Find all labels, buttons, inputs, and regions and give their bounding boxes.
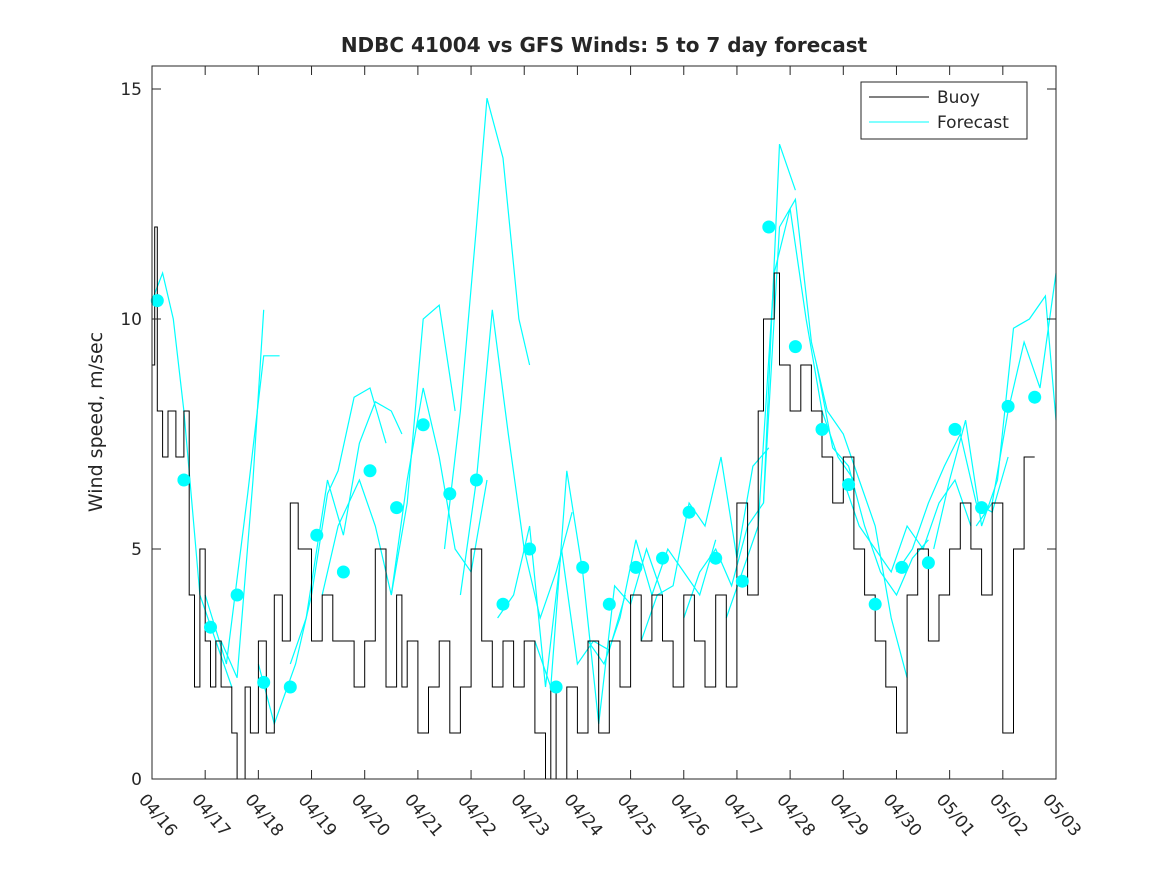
forecast-marker <box>762 220 776 234</box>
forecast-line <box>933 294 1057 550</box>
y-tick-label: 0 <box>131 770 142 790</box>
forecast-line <box>220 309 265 679</box>
forecast-marker <box>150 294 164 308</box>
forecast-marker <box>177 473 191 487</box>
plot-frame <box>151 65 1057 780</box>
y-tick-label: 5 <box>131 540 142 560</box>
y-axis-ticks: 0 5 10 15 <box>120 80 1056 790</box>
forecast-marker <box>230 588 244 602</box>
forecast-line <box>762 197 908 678</box>
forecast-marker <box>390 501 404 515</box>
forecast-marker <box>629 560 643 574</box>
forecast-marker <box>283 680 297 694</box>
forecast-marker <box>416 418 430 432</box>
forecast-marker <box>815 422 829 436</box>
forecast-marker <box>523 542 537 556</box>
forecast-marker <box>895 560 909 574</box>
forecast-marker <box>735 574 749 588</box>
forecast-marker <box>948 422 962 436</box>
forecast-marker <box>682 505 696 519</box>
y-tick-label: 10 <box>120 310 142 330</box>
forecast-line <box>443 98 531 550</box>
y-tick-label: 15 <box>120 80 142 100</box>
forecast-marker <box>310 528 324 542</box>
forecast-markers <box>150 220 1042 694</box>
forecast-marker <box>842 478 856 492</box>
forecast-line <box>289 400 403 665</box>
forecast-marker <box>363 464 377 478</box>
forecast-marker <box>469 473 483 487</box>
forecast-marker <box>868 597 882 611</box>
legend-box <box>860 81 1028 140</box>
forecast-marker <box>257 675 271 689</box>
forecast-marker <box>975 501 989 515</box>
plot-area <box>152 66 1056 779</box>
forecast-marker <box>1028 390 1042 404</box>
forecast-marker <box>1001 399 1015 413</box>
forecast-line <box>975 272 1057 527</box>
forecast-marker <box>656 551 669 565</box>
forecast-marker <box>576 560 590 574</box>
forecast-marker <box>788 340 802 354</box>
forecast-marker <box>549 680 563 694</box>
forecast-marker <box>443 487 457 501</box>
y-axis-label: Wind speed, m/sec <box>85 332 107 512</box>
forecast-marker <box>921 556 935 570</box>
forecast-marker <box>709 551 723 565</box>
forecast-line <box>896 432 1009 573</box>
forecast-line <box>257 387 387 726</box>
forecast-marker <box>496 597 510 611</box>
forecast-line <box>842 478 972 574</box>
legend: Buoy Forecast <box>860 81 1028 140</box>
forecast-line <box>683 144 796 619</box>
chart-title: NDBC 41004 vs GFS Winds: 5 to 7 day fore… <box>341 33 868 57</box>
forecast-marker <box>336 565 350 579</box>
forecast-marker <box>204 620 217 634</box>
legend-forecast-label: Forecast <box>937 113 1009 133</box>
forecast-marker <box>602 597 616 611</box>
forecast-line <box>816 364 929 597</box>
legend-buoy-label: Buoy <box>937 88 980 108</box>
forecast-line <box>640 447 770 642</box>
forecast-line <box>459 309 573 621</box>
